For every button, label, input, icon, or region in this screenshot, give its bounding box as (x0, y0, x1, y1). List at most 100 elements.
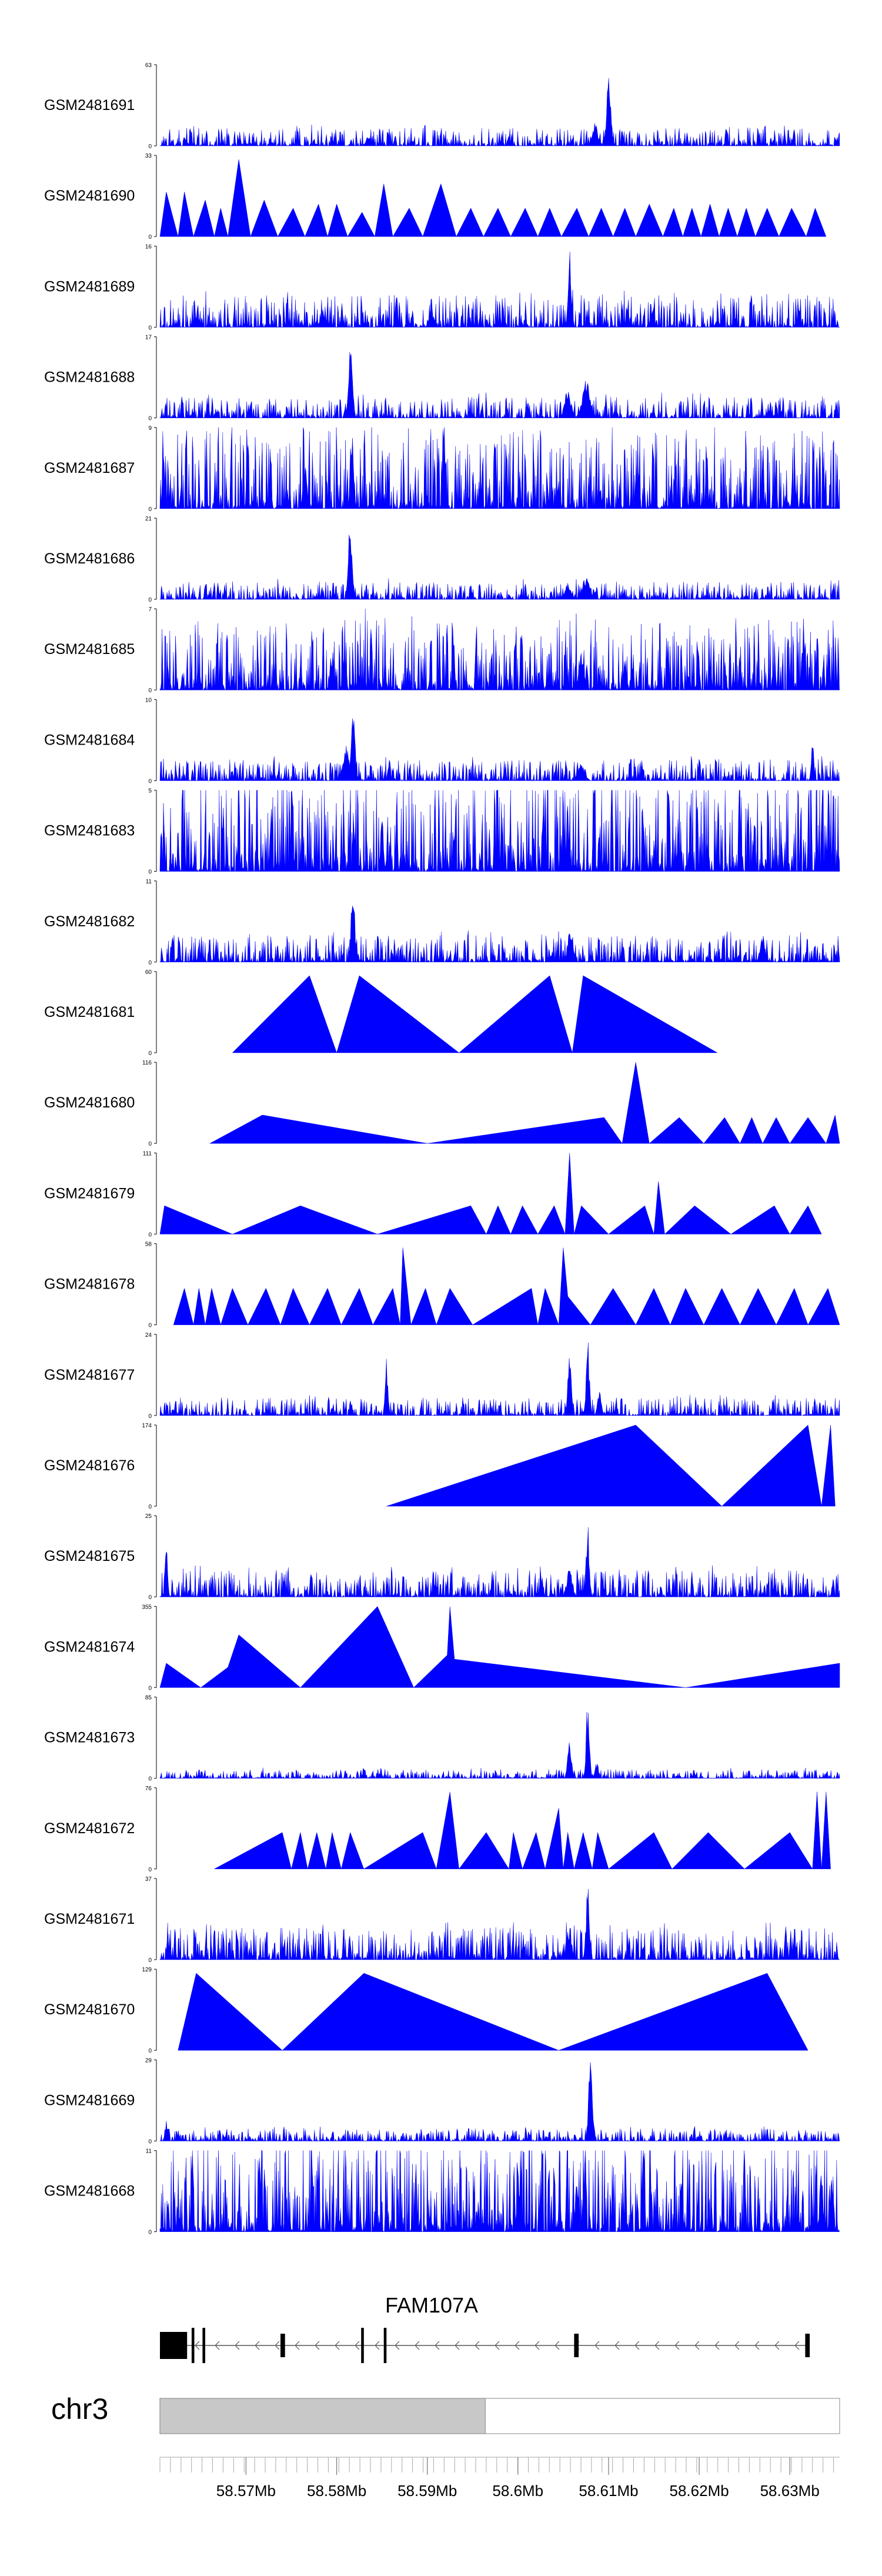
y-axis-min-label: 0 (148, 1232, 152, 1238)
coverage-area (159, 2062, 840, 2142)
y-axis-max-label: 60 (145, 969, 152, 976)
x-tick-label: 58.58Mb (307, 2482, 366, 2500)
track-GSM2481687: GSM2481687 9 0 (44, 425, 840, 513)
y-axis-min-label: 0 (148, 1141, 152, 1147)
y-axis-max-label: 129 (142, 1967, 152, 1973)
x-tick-label: 58.63Mb (760, 2482, 820, 2500)
strand-arrow (415, 2341, 420, 2350)
strand-arrow (634, 2341, 640, 2350)
track-label: GSM2481686 (44, 550, 135, 567)
coverage-area (159, 252, 840, 328)
track-label: GSM2481689 (44, 278, 135, 295)
coverage-area (159, 1712, 840, 1779)
track-label: GSM2481678 (44, 1276, 135, 1293)
strand-arrow (435, 2341, 440, 2350)
y-axis-min-label: 0 (148, 778, 152, 785)
track-GSM2481676: GSM2481676 174 0 (44, 1423, 836, 1510)
coverage-area (214, 1791, 831, 1870)
y-axis-max-label: 63 (145, 62, 152, 69)
y-axis-min-label: 0 (148, 1776, 152, 1783)
track-GSM2481668: GSM2481668 11 0 (44, 2148, 840, 2236)
y-axis-min-label: 0 (148, 597, 152, 603)
y-axis-max-label: 76 (145, 1786, 152, 1792)
coverage-area (159, 352, 840, 419)
y-axis-max-label: 11 (146, 2148, 152, 2155)
exon (383, 2328, 387, 2363)
strand-arrow (475, 2341, 480, 2350)
track-label: GSM2481690 (44, 188, 135, 204)
y-axis-min-label: 0 (148, 234, 152, 241)
track-GSM2481690: GSM2481690 33 0 (44, 153, 827, 241)
strand-arrow (754, 2341, 760, 2350)
strand-arrow (534, 2341, 540, 2350)
track-label: GSM2481680 (44, 1095, 135, 1111)
strand-arrow (714, 2341, 720, 2350)
y-axis-min-label: 0 (148, 1594, 152, 1601)
track-label: GSM2481683 (44, 823, 135, 839)
track-label: GSM2481687 (44, 460, 135, 476)
y-axis-min-label: 0 (148, 1504, 152, 1510)
y-axis-min-label: 0 (148, 2048, 152, 2054)
y-axis-max-label: 37 (145, 1876, 152, 1883)
chromosome-ideogram (159, 2398, 840, 2434)
track-label: GSM2481684 (44, 732, 135, 748)
y-axis-max-label: 116 (142, 1060, 152, 1066)
y-axis-max-label: 24 (145, 1332, 152, 1339)
coverage-area (159, 1527, 840, 1598)
strand-arrow (694, 2341, 700, 2350)
track-GSM2481673: GSM2481673 85 0 (44, 1695, 840, 1783)
strand-arrow (335, 2341, 340, 2350)
y-axis-max-label: 7 (148, 606, 152, 613)
strand-arrow (355, 2341, 360, 2350)
strand-arrow (554, 2341, 560, 2350)
y-axis-max-label: 5 (148, 788, 152, 795)
y-axis-min-label: 0 (148, 2138, 152, 2145)
track-label: GSM2481674 (44, 1639, 135, 1655)
y-axis-max-label: 17 (145, 335, 152, 341)
exon (202, 2328, 205, 2363)
y-axis-max-label: 58 (145, 1242, 152, 1248)
track-GSM2481685: GSM2481685 7 0 (44, 606, 840, 694)
y-axis-min-label: 0 (148, 1957, 152, 1964)
y-axis-min-label: 0 (148, 144, 152, 150)
track-GSM2481683: GSM2481683 5 0 (44, 788, 840, 876)
track-GSM2481672: GSM2481672 76 0 (44, 1786, 831, 1873)
y-axis-max-label: 21 (145, 516, 152, 522)
y-axis-max-label: 10 (145, 697, 152, 703)
exon (160, 2332, 188, 2359)
y-axis-min-label: 0 (148, 506, 152, 513)
x-tick-label: 58.59Mb (397, 2482, 457, 2500)
x-axis: 58.57Mb 58.58Mb 58.59Mb 58.6Mb 58.61Mb 58.62M… (159, 2457, 840, 2500)
track-label: GSM2481688 (44, 369, 135, 386)
exon (805, 2334, 810, 2357)
y-axis-max-label: 16 (145, 243, 152, 250)
y-axis-max-label: 174 (142, 1423, 152, 1429)
strand-arrow (614, 2341, 620, 2350)
coverage-area (159, 906, 840, 963)
y-axis-max-label: 9 (148, 425, 152, 432)
y-axis-max-label: 11 (146, 879, 152, 885)
track-label: GSM2481682 (44, 913, 135, 930)
track-label: GSM2481679 (44, 1185, 135, 1202)
track-label: GSM2481668 (44, 2183, 135, 2200)
track-GSM2481675: GSM2481675 25 0 (44, 1513, 840, 1601)
ideogram-highlight (159, 2398, 486, 2434)
strand-arrow (295, 2341, 300, 2350)
coverage-area (173, 1247, 840, 1326)
track-GSM2481677: GSM2481677 24 0 (44, 1332, 840, 1420)
coverage-area (159, 1888, 840, 1960)
y-axis-max-label: 85 (145, 1695, 152, 1701)
y-axis-min-label: 0 (148, 688, 152, 694)
gene-model (160, 2328, 810, 2363)
y-axis-min-label: 0 (148, 1413, 152, 1420)
track-label: GSM2481673 (44, 1730, 135, 1746)
coverage-area (159, 790, 840, 872)
coverage-area (159, 427, 840, 509)
y-axis-min-label: 0 (148, 869, 152, 876)
y-axis-min-label: 0 (148, 960, 152, 966)
track-GSM2481684: GSM2481684 10 0 (44, 697, 840, 785)
strand-arrow (654, 2341, 660, 2350)
exon (574, 2334, 579, 2357)
strand-arrow (375, 2341, 380, 2350)
